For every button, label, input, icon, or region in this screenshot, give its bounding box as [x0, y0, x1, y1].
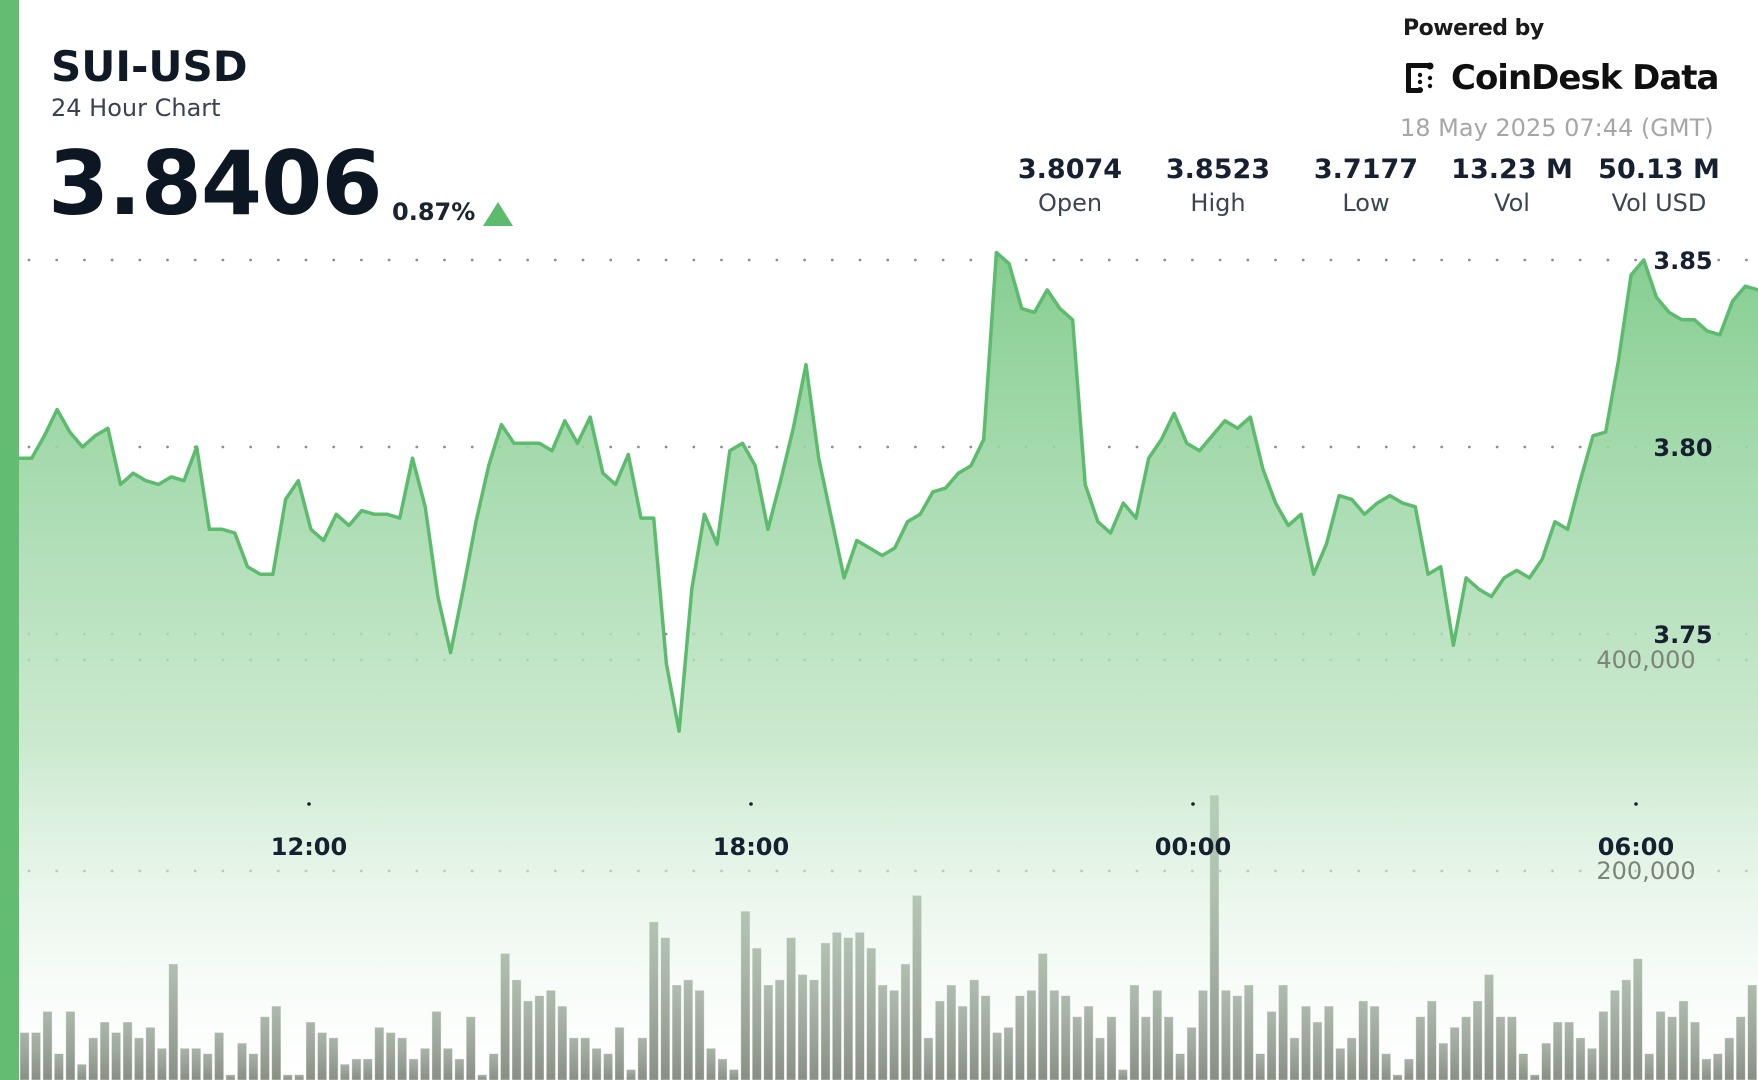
stat-value: 3.8074 [1017, 154, 1123, 185]
svg-text:400,000: 400,000 [1596, 646, 1695, 674]
stat-volume: 13.23 M Vol [1442, 154, 1582, 217]
stat-high: 3.8523 High [1148, 154, 1288, 217]
up-arrow-icon [483, 202, 513, 226]
stats-row: 3.8074 Open 3.8523 High 3.7177 Low 13.23… [1000, 154, 1720, 234]
stat-label: High [1190, 189, 1246, 217]
stat-value: 3.8523 [1165, 154, 1271, 185]
stat-label: Vol USD [1611, 189, 1707, 217]
brand-name: CoinDesk Data [1451, 58, 1719, 98]
price-change-percent: 0.87% [392, 198, 476, 226]
price-area [19, 252, 1758, 1080]
current-price: 3.8406 [48, 132, 383, 235]
pair-title: SUI-USD [51, 42, 248, 91]
stat-value: 3.7177 [1313, 154, 1419, 185]
data-timestamp: 18 May 2025 07:44 (GMT) [1400, 114, 1714, 142]
stat-value: 50.13 M [1598, 154, 1720, 185]
svg-text:18:00: 18:00 [713, 833, 789, 861]
stat-open: 3.8074 Open [1000, 154, 1140, 217]
svg-text:00:00: 00:00 [1155, 833, 1231, 861]
stat-label: Low [1342, 189, 1390, 217]
powered-by-label: Powered by [1403, 16, 1544, 41]
svg-text:3.80: 3.80 [1653, 434, 1712, 462]
stat-volume-usd: 50.13 M Vol USD [1589, 154, 1729, 217]
svg-text:3.75: 3.75 [1653, 621, 1712, 649]
svg-text:12:00: 12:00 [271, 833, 347, 861]
accent-bar [0, 0, 19, 1080]
svg-text:3.85: 3.85 [1653, 247, 1712, 275]
coindesk-logo-icon [1406, 62, 1434, 93]
stat-low: 3.7177 Low [1296, 154, 1436, 217]
svg-text:200,000: 200,000 [1596, 857, 1695, 885]
stat-label: Open [1037, 189, 1103, 217]
coindesk-data-logo: CoinDesk Data [1403, 58, 1719, 98]
stat-value: 13.23 M [1451, 154, 1573, 185]
chart-period-label: 24 Hour Chart [51, 94, 221, 122]
svg-text:06:00: 06:00 [1598, 833, 1674, 861]
stat-label: Vol [1494, 189, 1530, 217]
price-line [19, 250, 1758, 733]
